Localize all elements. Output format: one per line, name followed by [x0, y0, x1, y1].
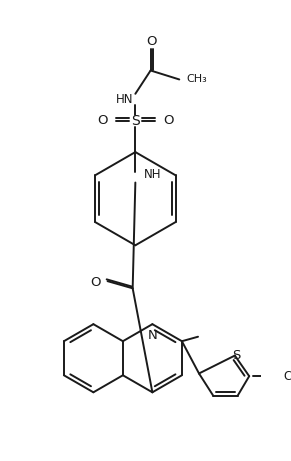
- Text: O: O: [147, 35, 157, 48]
- Text: O: O: [90, 277, 100, 290]
- Text: S: S: [131, 114, 140, 128]
- Text: O: O: [163, 114, 174, 127]
- Text: S: S: [233, 349, 241, 362]
- Text: NH: NH: [144, 168, 162, 181]
- Text: Cl: Cl: [283, 370, 291, 383]
- Text: CH₃: CH₃: [187, 75, 207, 84]
- Text: HN: HN: [116, 93, 134, 106]
- Text: N: N: [148, 329, 157, 342]
- Text: O: O: [97, 114, 108, 127]
